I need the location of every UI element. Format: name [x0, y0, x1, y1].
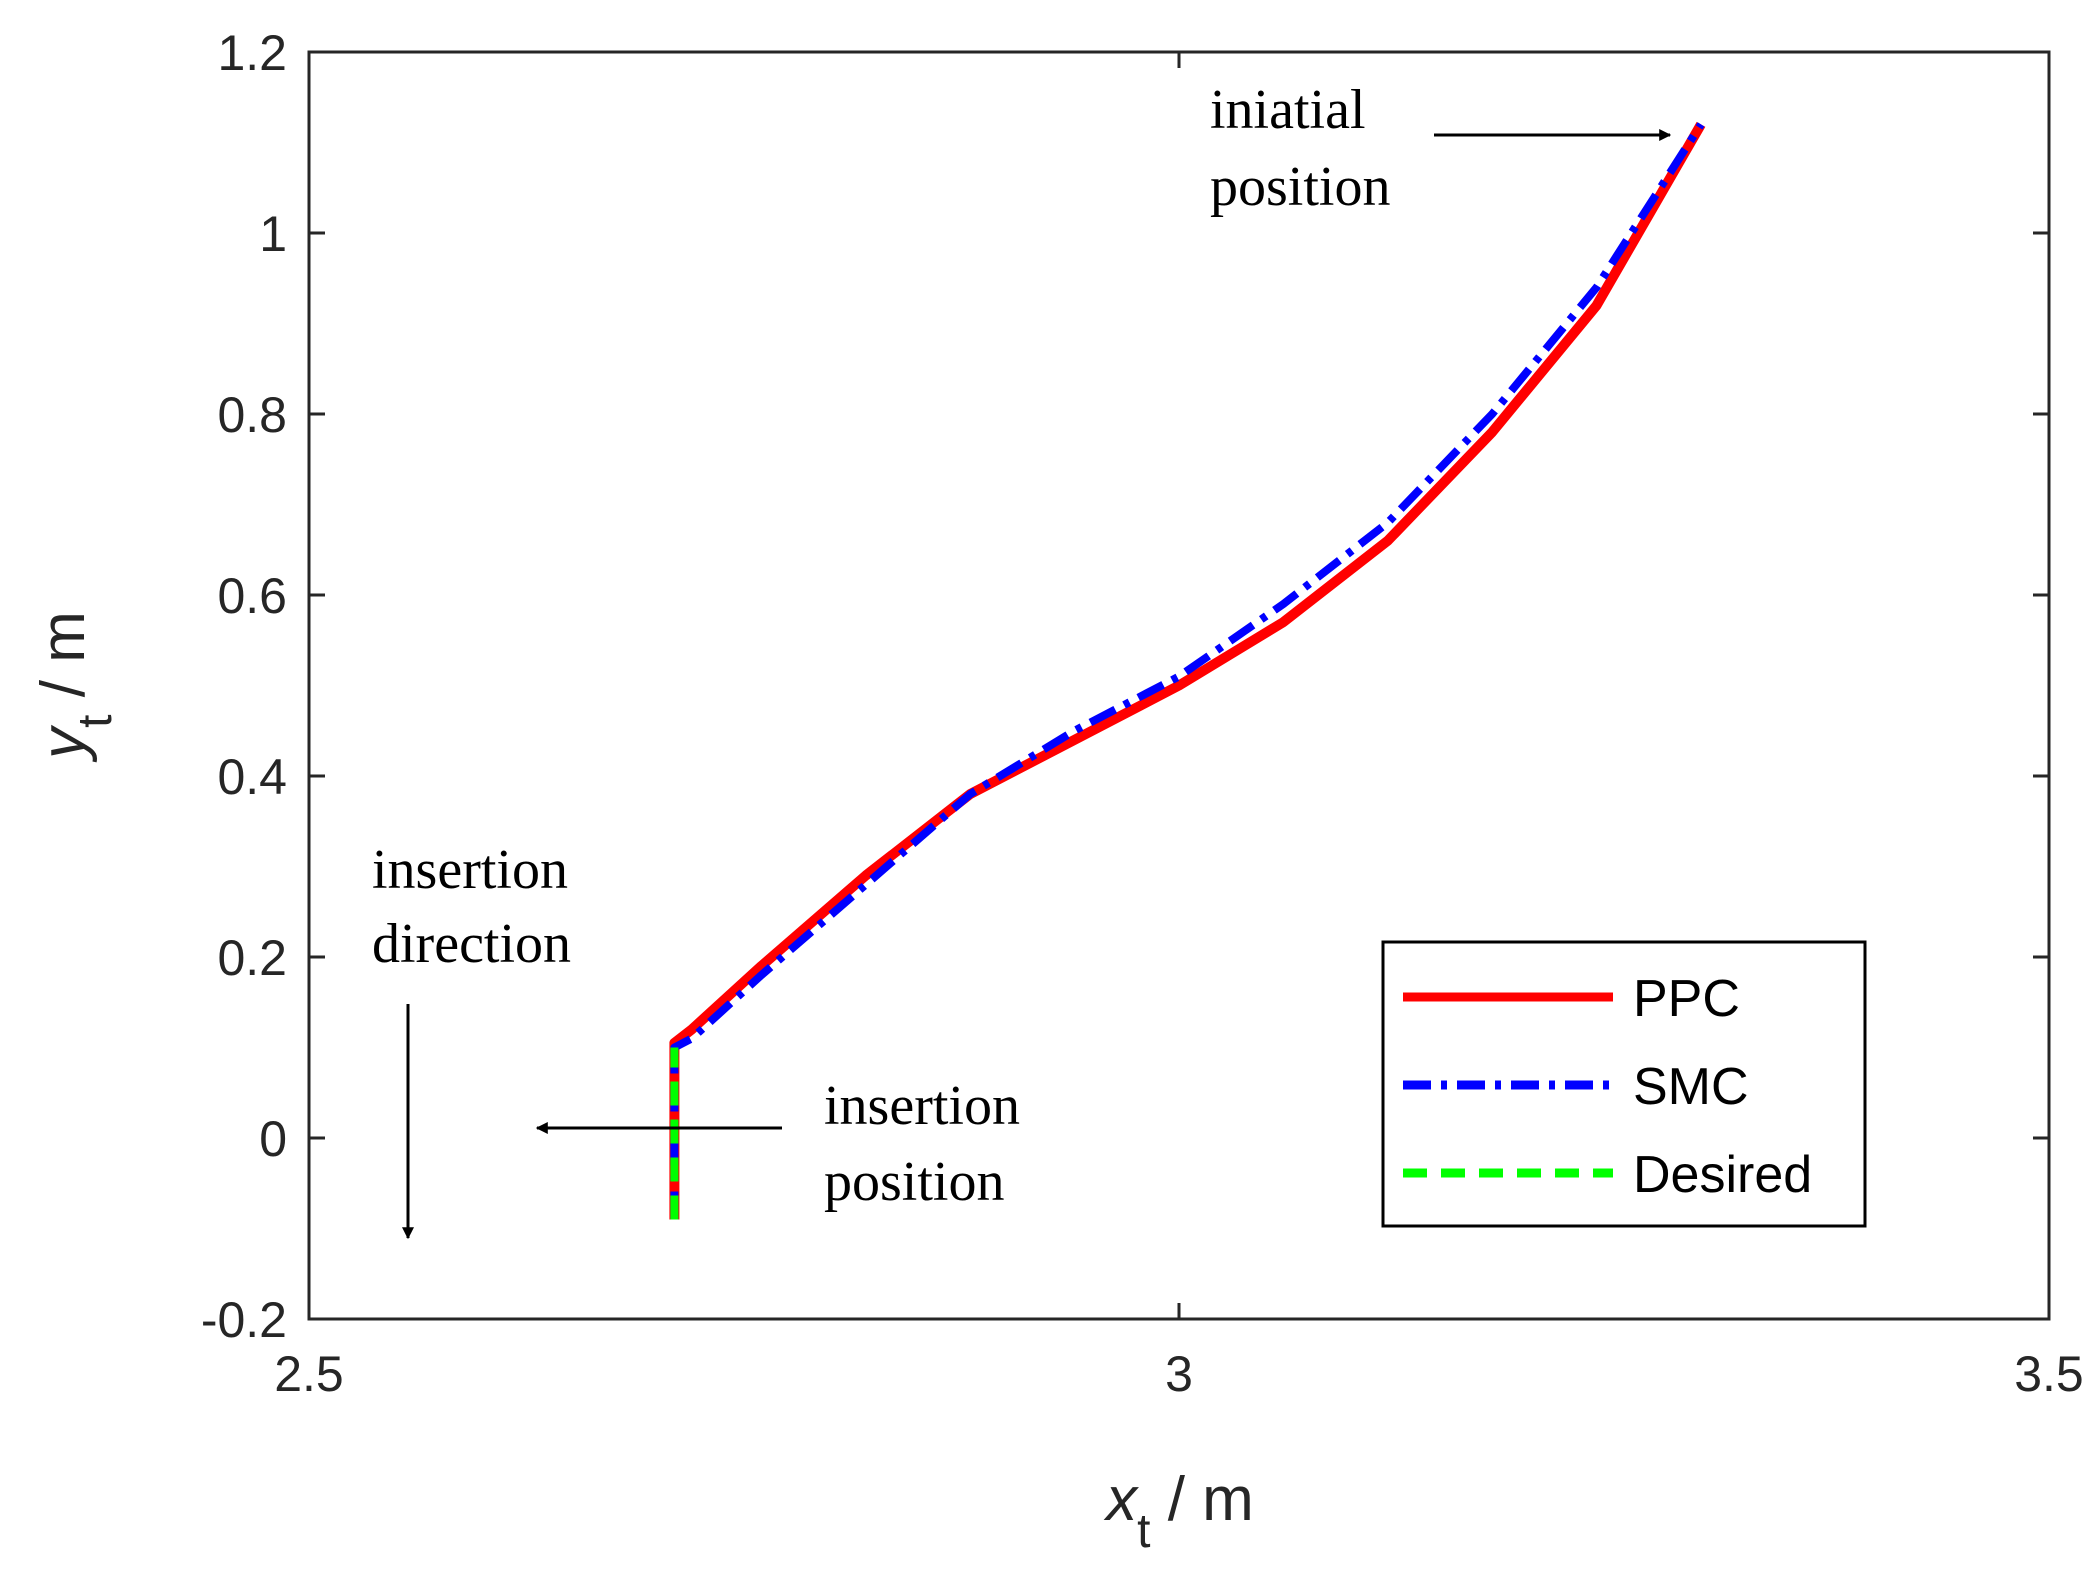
legend-label-desired: Desired: [1633, 1146, 1812, 1204]
y-tick-label: 0.4: [217, 749, 287, 805]
legend-label-ppc: PPC: [1633, 970, 1740, 1028]
y-tick-label: 1.2: [217, 25, 287, 81]
y-tick-label: 1: [259, 206, 287, 262]
annotation-insertion-position-line2: position: [824, 1151, 1004, 1213]
series-group: [669, 121, 1706, 1220]
x-axis-label: xt / m: [1103, 1465, 1254, 1558]
series-line-smc: [670, 122, 1705, 1220]
x-tick-label: 3.5: [2014, 1346, 2084, 1402]
y-tick-label: 0.6: [217, 568, 287, 624]
annotation-insertion-position-line1: insertion: [824, 1075, 1020, 1137]
y-axis-label: yt / m: [29, 611, 122, 763]
series-line-ppc: [669, 121, 1706, 1220]
x-tick-label: 3: [1165, 1346, 1193, 1402]
x-tick-label: 2.5: [274, 1346, 344, 1402]
y-tick-label: -0.2: [201, 1292, 287, 1348]
y-tick-label: 0: [259, 1111, 287, 1167]
annotation-insertion-direction-line1: insertion: [372, 839, 568, 901]
annotation-initial-line1: iniatial: [1210, 79, 1366, 141]
axis-ticks: 2.5 3 3.5 -0.2 0 0.2 0.4 0.6 0.8 1 1.2: [201, 25, 2084, 1402]
annotation-initial-line2: position: [1210, 156, 1390, 218]
legend: PPC SMC Desired: [1381, 940, 1867, 1228]
y-tick-label: 0.8: [217, 387, 287, 443]
y-tick-label: 0.2: [217, 930, 287, 986]
annotation-insertion-direction-line2: direction: [372, 913, 571, 975]
legend-label-smc: SMC: [1633, 1058, 1749, 1116]
